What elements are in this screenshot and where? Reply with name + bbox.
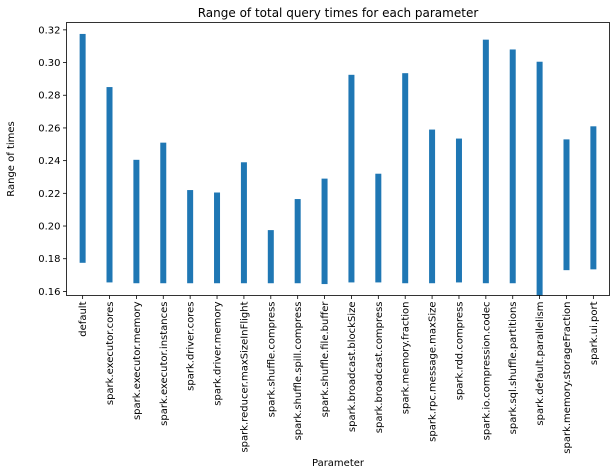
bar-spark.driver.cores	[187, 190, 194, 284]
y-tick-label: 0.16	[38, 287, 60, 298]
x-tick-label: spark.shuffle.spill.compress	[293, 302, 304, 441]
y-tick-label: 0.24	[38, 156, 60, 167]
bar-spark.rpc.message.maxSize	[429, 129, 436, 284]
bar-spark.io.compression.codec	[482, 39, 489, 284]
x-tick-label: spark.driver.memory	[213, 301, 224, 405]
bars-group	[79, 33, 597, 296]
bar-spark.shuffle.file.buffer	[321, 178, 328, 285]
bar-spark.shuffle.spill.compress	[294, 199, 301, 284]
y-tick-label: 0.18	[38, 254, 60, 265]
x-tick-label: default	[78, 301, 89, 336]
chart-title: Range of total query times for each para…	[198, 6, 479, 20]
x-tick-label: spark.reducer.maxSizeInFlight	[239, 301, 250, 452]
bar-spark.driver.memory	[214, 192, 221, 284]
x-tick-label: spark.ui.port	[589, 301, 600, 365]
y-tick-label: 0.26	[38, 123, 60, 134]
bar-spark.broadcast.compress	[375, 173, 382, 283]
y-tick-label: 0.28	[38, 91, 60, 102]
bar-spark.shuffle.compress	[267, 230, 274, 284]
x-tick-label: spark.io.compression.codec	[481, 302, 492, 441]
y-tick-label: 0.32	[38, 25, 60, 36]
x-tick-label: spark.default.parallelism	[535, 302, 546, 426]
x-tick-label: spark.rdd.compress	[454, 302, 465, 401]
bar-spark.memory.fraction	[402, 73, 409, 284]
y-axis-label: Range of times	[6, 121, 17, 197]
bar-spark.default.parallelism	[536, 61, 543, 296]
bar-spark.memory.storageFraction	[563, 139, 570, 271]
bar-spark.executor.cores	[106, 87, 113, 283]
y-tick-label: 0.20	[38, 222, 60, 233]
x-tick-label: spark.shuffle.compress	[266, 302, 277, 418]
x-tick-label: spark.memory.fraction	[401, 302, 412, 415]
x-tick-label: spark.executor.instances	[159, 302, 170, 426]
bar-spark.sql.shuffle.partitions	[509, 49, 516, 284]
bar-spark.executor.memory	[133, 159, 140, 284]
bar-spark.rdd.compress	[455, 138, 462, 283]
x-tick-label: spark.executor.cores	[105, 302, 116, 406]
plot-frame	[66, 22, 610, 296]
x-tick-label: spark.broadcast.blockSize	[347, 302, 358, 433]
bar-default	[79, 33, 86, 263]
x-tick-label: spark.shuffle.file.buffer	[320, 301, 331, 418]
y-axis-ticks: 0.16 0.18 0.20 0.22 0.24 0.26 0.28 0.30 0.32	[38, 25, 67, 298]
bar-spark.ui.port	[590, 126, 597, 270]
y-tick-label: 0.30	[38, 58, 60, 69]
bar-spark.executor.instances	[160, 142, 167, 284]
x-tick-label: spark.executor.memory	[132, 301, 143, 420]
x-tick-label: spark.sql.shuffle.partitions	[508, 302, 519, 435]
x-tick-label: spark.broadcast.compress	[374, 302, 385, 434]
bar-spark.broadcast.blockSize	[348, 74, 355, 283]
y-tick-label: 0.22	[38, 189, 60, 200]
x-tick-label: spark.driver.cores	[186, 302, 197, 391]
x-axis-label: Parameter	[312, 458, 365, 469]
x-tick-label: spark.rpc.message.maxSize	[428, 302, 439, 442]
x-tick-label: spark.memory.storageFraction	[562, 302, 573, 454]
bar-spark.reducer.maxSizeInFlight	[240, 162, 247, 284]
x-axis-ticks: default spark.executor.cores spark.executo…	[78, 295, 600, 454]
